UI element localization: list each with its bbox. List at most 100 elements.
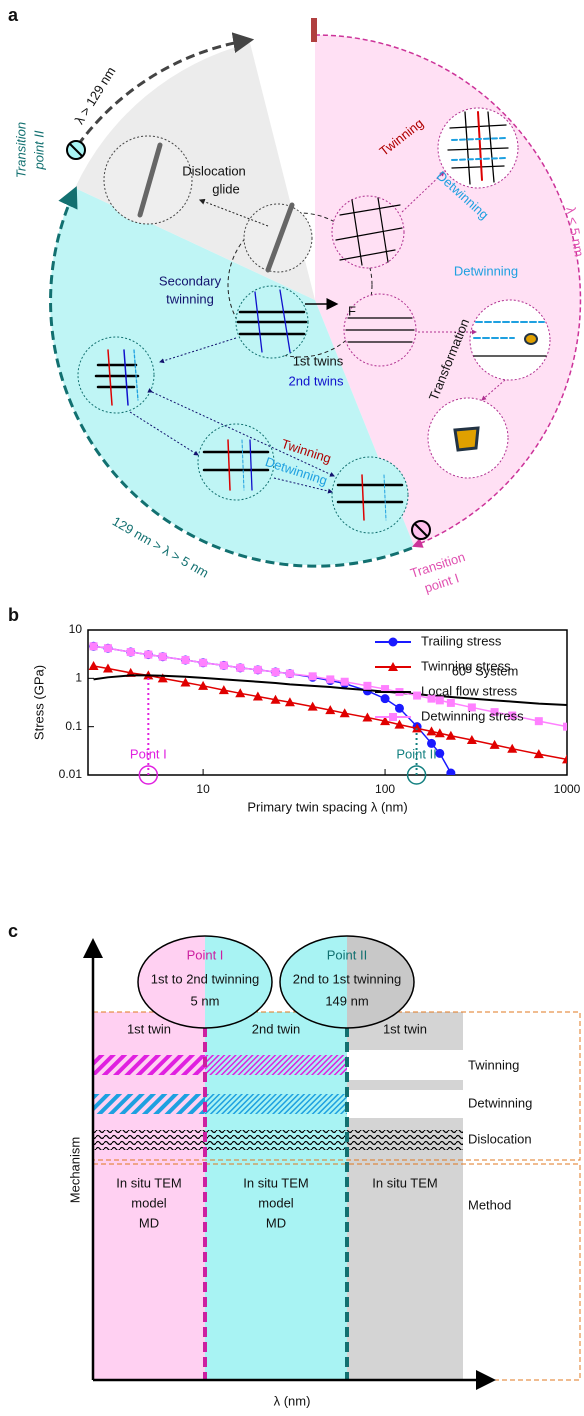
point-circle xyxy=(138,765,159,785)
point xyxy=(446,768,456,775)
point xyxy=(381,685,390,694)
method: model xyxy=(131,1195,167,1210)
row-label: Twinning xyxy=(468,1057,519,1072)
column-header: 1st twin xyxy=(383,1021,427,1036)
point xyxy=(426,726,437,736)
point xyxy=(157,673,168,683)
method: MD xyxy=(266,1215,286,1230)
point xyxy=(394,719,405,729)
point xyxy=(363,681,372,690)
point xyxy=(199,658,208,667)
point xyxy=(380,716,391,726)
column-header: 2nd twin xyxy=(252,1021,300,1036)
point xyxy=(253,665,262,674)
inset-drawings xyxy=(94,111,547,521)
point xyxy=(562,754,567,764)
row-label: Method xyxy=(468,1197,511,1212)
arrows xyxy=(129,171,506,494)
gap xyxy=(347,1050,463,1080)
point xyxy=(270,694,281,704)
annotation: F xyxy=(348,303,356,318)
point xyxy=(180,677,191,687)
hatch xyxy=(205,1055,347,1075)
point xyxy=(102,663,113,673)
point xyxy=(308,672,317,681)
point xyxy=(340,677,349,686)
point xyxy=(380,694,390,704)
annotation: 1st twins xyxy=(293,353,344,368)
panel-label: a xyxy=(8,5,19,25)
y-tick-label: 10 xyxy=(69,622,83,636)
point xyxy=(413,691,422,700)
legend-label: Twinning stress xyxy=(421,658,511,673)
point-title: Point II xyxy=(327,947,367,962)
panel-label: c xyxy=(8,921,18,941)
point xyxy=(236,663,245,672)
point xyxy=(307,701,318,711)
legend-marker xyxy=(389,713,397,721)
point xyxy=(563,722,567,731)
point xyxy=(508,711,517,720)
point xyxy=(88,660,99,670)
column-header: 1st twin xyxy=(127,1021,171,1036)
annotation: glide xyxy=(212,181,239,196)
hatch xyxy=(205,1094,347,1114)
series-group xyxy=(88,641,567,775)
panel-label: b xyxy=(8,605,19,625)
method: In situ TEM xyxy=(116,1175,182,1190)
panel-a: a xyxy=(8,5,584,596)
point xyxy=(467,703,476,712)
row-label: Dislocation xyxy=(468,1131,532,1146)
method: model xyxy=(258,1195,294,1210)
marker-line xyxy=(69,143,83,157)
x-tick-label: 1000 xyxy=(554,782,581,796)
point xyxy=(445,730,456,740)
series-line xyxy=(93,674,567,707)
arc xyxy=(49,186,413,568)
x-tick-label: 10 xyxy=(196,782,210,796)
hatch xyxy=(93,1130,463,1150)
point xyxy=(466,734,477,744)
point xyxy=(285,669,294,678)
point-text: 1st to 2nd twinning xyxy=(151,971,259,986)
point-value: 149 nm xyxy=(325,993,368,1008)
gap xyxy=(347,1090,463,1118)
point xyxy=(394,703,404,713)
point xyxy=(412,723,423,733)
point xyxy=(507,743,518,753)
point-ellipse xyxy=(137,935,273,1029)
panel-c: c Point I 1st to 2nd twinning 5 nm Point… xyxy=(8,921,581,1408)
annotation: 60° System xyxy=(452,663,519,678)
point xyxy=(89,642,98,651)
point-text: 2nd to 1st twinning xyxy=(293,971,401,986)
point-circle xyxy=(406,765,427,785)
point xyxy=(252,691,263,701)
point xyxy=(219,661,228,670)
annotation: Secondary xyxy=(159,273,222,288)
point-title: Point I xyxy=(187,947,224,962)
panel-b: b 10 100 1000 0.01 0.1 1 10 Primary twin spacing… xyxy=(8,605,581,815)
plot-frame xyxy=(87,629,568,776)
arc xyxy=(76,32,255,146)
arc xyxy=(314,34,582,548)
annotation: Detwinning xyxy=(454,263,518,278)
x-tick-label: 100 xyxy=(375,782,395,796)
legend-label: Detwinning stress xyxy=(421,708,524,723)
marker xyxy=(311,18,317,42)
point xyxy=(534,717,543,726)
annotation: λ > 129 nm xyxy=(72,64,119,127)
annotation: 2nd twins xyxy=(289,373,344,388)
annotation: Transition xyxy=(13,122,28,178)
legend-marker xyxy=(388,637,398,647)
point xyxy=(426,738,436,748)
marker-line xyxy=(414,523,428,537)
axis-label: Mechanism xyxy=(67,1137,82,1203)
point-ellipse xyxy=(279,935,415,1029)
annotation: Dislocation xyxy=(182,163,246,178)
point xyxy=(446,698,455,707)
hatch xyxy=(93,1094,205,1114)
point xyxy=(126,648,135,657)
point xyxy=(103,644,112,653)
point xyxy=(284,697,295,707)
